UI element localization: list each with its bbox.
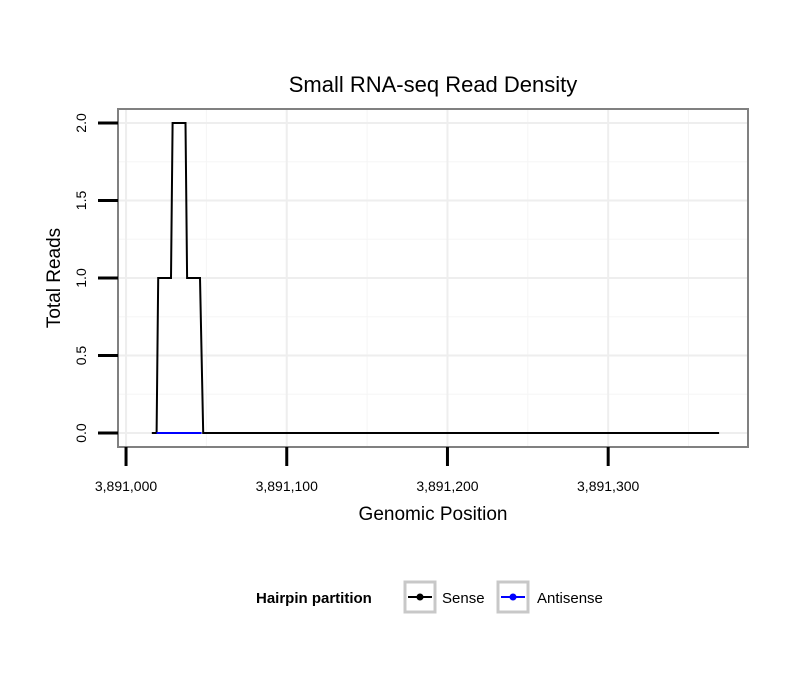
legend-label-sense: Sense xyxy=(442,590,485,607)
y-tick-label: 0.0 xyxy=(73,423,89,443)
x-tick-label: 3,891,300 xyxy=(577,478,639,494)
legend-key-point xyxy=(416,593,424,601)
x-tick-label: 3,891,100 xyxy=(256,478,318,494)
x-axis: 3,891,000 3,891,100 3,891,200 3,891,300 xyxy=(95,447,640,494)
series-layer xyxy=(151,122,720,434)
y-axis-title: Total Reads xyxy=(44,228,65,328)
y-tick-label: 0.5 xyxy=(73,346,89,366)
legend-key-point xyxy=(509,593,517,601)
y-tick-label: 2.0 xyxy=(73,113,89,133)
series-line-sense xyxy=(151,122,720,434)
x-tick-label: 3,891,200 xyxy=(416,478,478,494)
x-tick-label: 3,891,000 xyxy=(95,478,157,494)
y-tick-label: 1.0 xyxy=(73,268,89,288)
y-tick-label: 1.5 xyxy=(73,191,89,211)
x-axis-title: Genomic Position xyxy=(359,504,508,525)
chart-title: Small RNA-seq Read Density xyxy=(289,72,578,97)
legend-label-antisense: Antisense xyxy=(537,590,603,607)
legend-title: Hairpin partition xyxy=(256,590,372,607)
gridlines xyxy=(118,109,748,447)
legend: Hairpin partition Sense Antisense xyxy=(256,580,603,614)
y-axis: 0.0 0.5 1.0 1.5 2.0 xyxy=(73,113,118,443)
